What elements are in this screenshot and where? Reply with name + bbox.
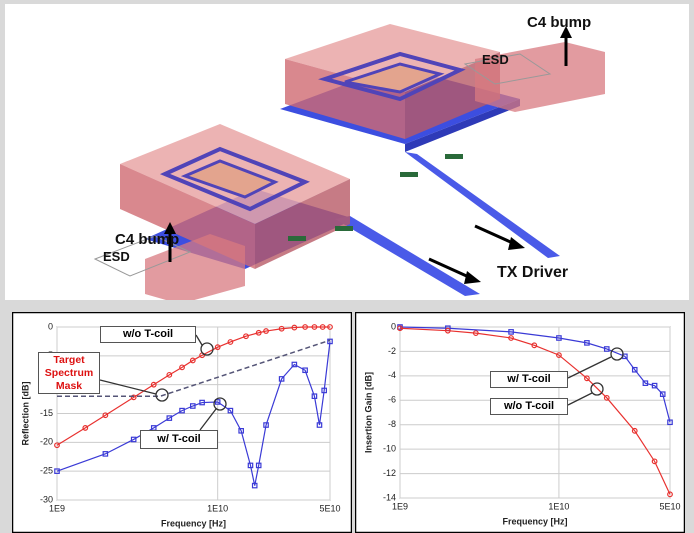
pad: [335, 226, 353, 231]
x-tick-label: 1E10: [207, 503, 228, 513]
x-axis-label: Frequency [Hz]: [161, 518, 226, 528]
x-tick-label: 1E9: [392, 501, 408, 511]
annotation: Target Spectrum Mask: [38, 352, 100, 394]
figure: C4 bump ESD C4 bump ESD TX Driver 0-5-10…: [0, 0, 694, 533]
label: C4 bump: [115, 231, 179, 248]
y-tick-label: -20: [40, 437, 53, 447]
label: TX Driver: [497, 264, 568, 282]
x-tick-label: 1E9: [49, 503, 65, 513]
label: ESD: [103, 249, 130, 264]
y-tick-label: -12: [383, 468, 396, 478]
label: C4 bump: [527, 14, 591, 31]
pad: [288, 236, 306, 241]
x-tick-label: 5E10: [659, 501, 680, 511]
x-tick-label: 1E10: [548, 501, 569, 511]
y-tick-label: -8: [388, 419, 396, 429]
y-tick-label: -10: [383, 444, 396, 454]
y-tick-label: -2: [388, 346, 396, 356]
y-tick-label: -4: [388, 370, 396, 380]
annotation: w/o T-coil: [100, 326, 196, 343]
y-tick-label: 0: [48, 321, 53, 331]
y-tick-label: 0: [391, 321, 396, 331]
annotation: w/o T-coil: [490, 398, 568, 415]
x-axis-label: Frequency [Hz]: [502, 516, 567, 526]
pad: [400, 172, 418, 177]
label: ESD: [482, 52, 509, 67]
y-tick-label: -6: [388, 395, 396, 405]
y-tick-label: -25: [40, 466, 53, 476]
annotation: w/ T-coil: [140, 430, 218, 449]
x-tick-label: 5E10: [319, 503, 340, 513]
y-axis-label: Insertion Gain [dB]: [363, 372, 373, 453]
annotation: w/ T-coil: [490, 371, 568, 388]
pad: [445, 154, 463, 159]
y-axis-label: Reflection [dB]: [20, 381, 30, 445]
y-tick-label: -15: [40, 408, 53, 418]
